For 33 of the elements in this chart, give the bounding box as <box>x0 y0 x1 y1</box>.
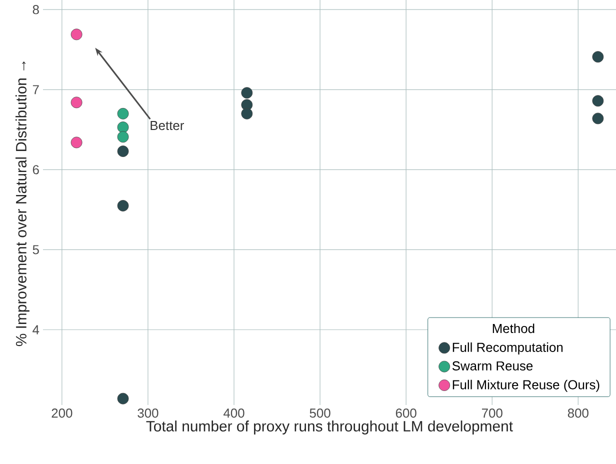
x-tick-label: 600 <box>396 408 416 418</box>
point <box>70 136 82 148</box>
legend-label: Swarm Reuse <box>452 361 533 370</box>
annotation: Better <box>150 121 184 130</box>
legend-label: Full Mixture Reuse (Ours) <box>452 380 600 392</box>
x-tick-label: 400 <box>223 408 244 418</box>
y-tick-label: 4 <box>32 325 40 334</box>
point <box>592 51 604 63</box>
point <box>592 112 604 124</box>
x-tick-label: 500 <box>310 408 330 418</box>
point <box>592 95 604 107</box>
point <box>70 96 82 108</box>
point <box>117 392 129 404</box>
legend-title: Method <box>492 324 534 334</box>
x-tick-label: 200 <box>52 408 72 418</box>
point <box>117 122 129 133</box>
legend-label: Full Recomputation <box>452 342 563 355</box>
y-tick-label: 8 <box>32 5 39 14</box>
x-tick-label: 800 <box>568 408 588 418</box>
y-tick-label: 7 <box>32 85 39 94</box>
x-tick-label: 700 <box>482 408 502 418</box>
point <box>117 131 129 143</box>
y-tick-label: 6 <box>32 165 39 174</box>
point <box>117 200 129 212</box>
y-tick-label: 5 <box>32 245 39 254</box>
x-axis-title: Total number of proxy runs throughout LM development <box>146 420 513 434</box>
x-tick-label: 300 <box>138 408 158 418</box>
point <box>241 87 253 99</box>
y-axis-title: % Improvement over Natural Distribution → <box>16 62 30 346</box>
point <box>70 28 82 40</box>
point <box>117 108 129 120</box>
point <box>117 146 129 157</box>
point <box>241 108 253 120</box>
